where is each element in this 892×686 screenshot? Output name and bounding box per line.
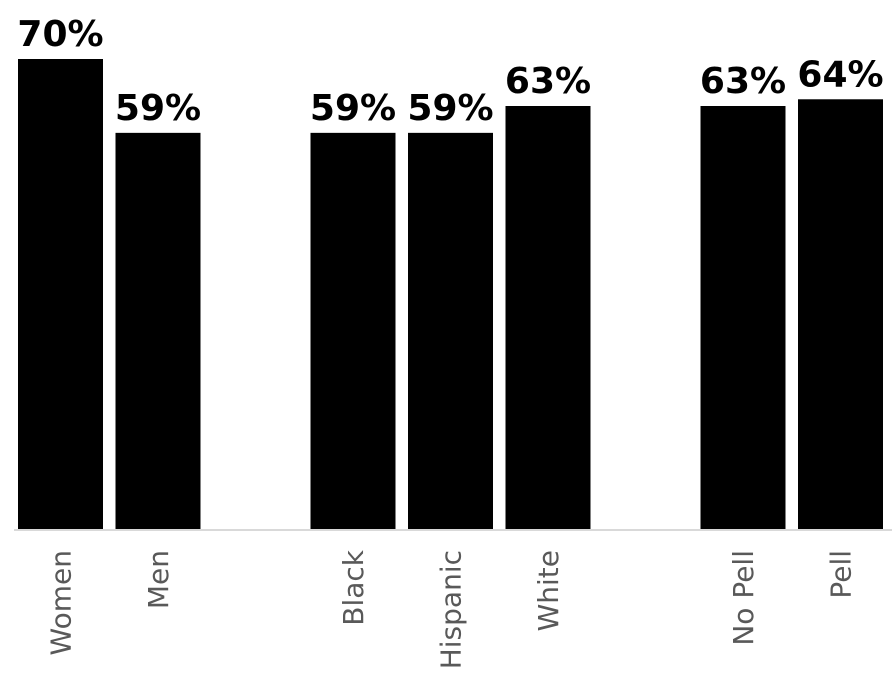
bar-women — [18, 59, 103, 529]
category-label-pell: Pell — [825, 550, 858, 599]
data-label-hispanic: 59% — [407, 88, 493, 129]
data-label-men: 59% — [115, 88, 201, 129]
bar-black — [310, 132, 396, 529]
category-label-black: Black — [337, 549, 370, 626]
category-label-no-pell: No Pell — [727, 550, 760, 646]
category-label-women: Women — [45, 550, 78, 655]
data-label-women: 70% — [17, 14, 103, 55]
bar-pell — [798, 99, 883, 530]
data-label-pell: 64% — [797, 54, 883, 95]
value-labels-group: 70% 59% 59% 59% 63% 63% 64% — [17, 14, 883, 129]
data-label-no-pell: 63% — [700, 61, 786, 102]
bar-white — [505, 106, 591, 529]
bar-hispanic — [408, 132, 493, 529]
bars-group — [18, 59, 883, 530]
data-label-white: 63% — [505, 61, 591, 102]
bar-no-pell — [700, 106, 786, 529]
data-label-black: 59% — [310, 88, 396, 129]
bar-men — [115, 132, 201, 529]
category-label-hispanic: Hispanic — [435, 550, 468, 669]
category-label-men: Men — [142, 550, 175, 609]
category-labels-group: Women Men Black Hispanic White No Pell Pell — [45, 549, 858, 669]
category-label-white: White — [532, 550, 565, 631]
